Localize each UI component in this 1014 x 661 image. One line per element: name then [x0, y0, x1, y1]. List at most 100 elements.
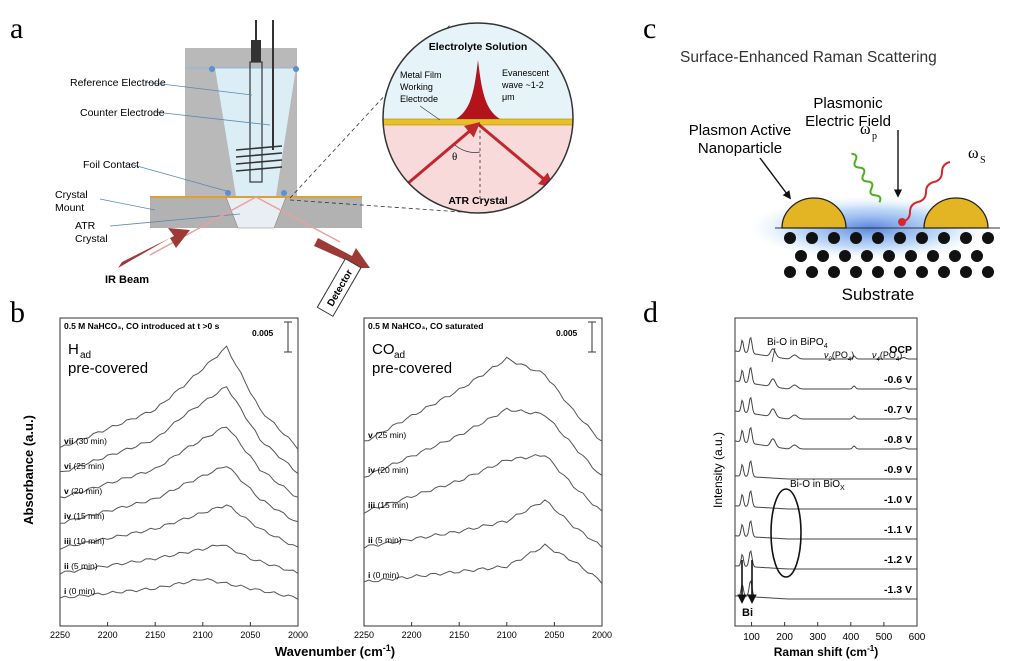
trace-label: vii (30 min) [64, 436, 107, 446]
raman-spectrum [734, 336, 917, 360]
label-reference-electrode: Reference Electrode [70, 77, 166, 89]
trace-label: ii (5 min) [64, 561, 98, 571]
d-xticks: 100 200 300 400 500 600 [743, 622, 926, 643]
x-tick-label: 2250 [50, 630, 70, 640]
spectrum-line [363, 543, 603, 584]
label-omega-p: ω [860, 121, 871, 138]
trace-label: iii (10 min) [64, 536, 105, 546]
label-counter-electrode: Counter Electrode [80, 107, 165, 119]
d-bi-label: Bi [742, 607, 753, 619]
label-mount: Mount [55, 202, 84, 214]
spectrum-line [59, 386, 299, 474]
trace-label: v (20 min) [64, 486, 102, 496]
b-left-header: 0.5 M NaHCO₃, CO introduced at t >0 s [64, 321, 220, 331]
spectrum-line [363, 356, 603, 442]
label-foil-contact: Foil Contact [83, 159, 139, 171]
b-right-scale: 0.005 [556, 328, 578, 338]
label-crystal: Crystal [55, 189, 88, 201]
potential-label: -0.8 V [884, 434, 912, 446]
x-tick-label: 500 [876, 632, 893, 643]
x-tick-label: 2100 [497, 630, 517, 640]
b-ylabel: Absorbance (a.u.) [21, 415, 36, 525]
detector-arrow [314, 238, 370, 268]
spectrum-line [59, 544, 299, 575]
label-plasmon-active: Plasmon Active [689, 122, 792, 139]
b-left-precover: pre-covered [68, 360, 148, 377]
b-left-traces: i (0 min) ii (5 min) iii (10 min) iv (15 mi… [59, 345, 299, 600]
spectrum-line [59, 466, 299, 524]
panel-c-letter: c [643, 12, 656, 45]
spectrum-line [363, 499, 603, 549]
potential-label: -0.7 V [884, 404, 912, 416]
b-right-species: CO [372, 341, 395, 358]
panel-c: c Surface-Enhanced Raman Scattering Plas… [643, 12, 1000, 304]
raman-spectrum [734, 366, 917, 390]
label-atr-crystal: Crystal [75, 233, 108, 245]
raman-spectrum [734, 426, 917, 450]
b-left-species-sub: ad [80, 350, 91, 361]
potential-label: -1.3 V [884, 584, 912, 596]
spectrum-line [59, 578, 299, 600]
d-frame [734, 317, 918, 627]
trace-label: i (0 min) [64, 586, 95, 596]
potential-label: -1.1 V [884, 524, 912, 536]
spectrum-line [363, 407, 603, 478]
trace-label: iv (15 min) [64, 511, 105, 521]
scattered-photon-wave [901, 161, 951, 223]
label-omega-p-sub: p [872, 131, 877, 142]
potential-label: OCP [889, 344, 912, 356]
electrolyte-well [215, 68, 296, 196]
x-tick-label: 600 [909, 632, 926, 643]
spectrum-line [59, 345, 299, 450]
label-electrolyte-solution: Electrolyte Solution [429, 41, 528, 53]
raman-spectrum [734, 550, 917, 570]
x-tick-label: 300 [809, 632, 826, 643]
label-wave: wave ~1-2 [501, 80, 544, 90]
spectrum-line [59, 504, 299, 550]
d-bio-bipo4: Bi-O in BiPO4 [767, 337, 828, 350]
potential-label: -0.6 V [884, 374, 912, 386]
d-potential-labels: OCP -0.6 V -0.7 V -0.8 V -0.9 V -1.0 V -1.1 V -… [884, 344, 912, 596]
panel-b: b Absorbance (a.u.) 0.5 M NaHCO₃, CO int… [10, 296, 612, 659]
incident-photon-wave [851, 152, 882, 203]
x-tick-label: 2050 [240, 630, 260, 640]
raman-spectrum [734, 520, 917, 540]
d-v4-label: ν4(PO4) [872, 350, 902, 363]
trace-label: iv (20 min) [368, 465, 409, 475]
x-tick-label: 100 [743, 632, 760, 643]
panel-d-letter: d [643, 296, 658, 329]
trace-label: i (0 min) [368, 570, 399, 580]
panel-d: d Intensity (a.u.) OCP -0.6 V -0.7 V -0.8 V… [643, 296, 926, 659]
b-right-species-sub: ad [394, 350, 405, 361]
label-micron: μm [502, 92, 515, 102]
x-tick-label: 2150 [449, 630, 469, 640]
d-ylabel: Intensity (a.u.) [711, 432, 725, 508]
substrate-lattice [784, 232, 994, 278]
trace-label: ii (5 min) [368, 535, 402, 545]
panel-b-letter: b [10, 296, 25, 329]
label-electric-field: Electric Field [805, 113, 891, 130]
b-right-traces: i (0 min) ii (5 min) iii (15 min) iv (20 mi… [363, 356, 603, 584]
b-left-species: H [68, 341, 79, 358]
b-right-xticks: 2250 2200 2150 2100 2050 2000 [354, 622, 612, 640]
spectrum-line [363, 454, 603, 514]
raman-spectrum [734, 490, 917, 510]
potential-label: -1.0 V [884, 494, 912, 506]
x-tick-label: 200 [776, 632, 793, 643]
nanoparticle-right [923, 197, 989, 229]
label-ir-beam: IR Beam [105, 274, 149, 286]
b-right-frame [363, 317, 603, 627]
potential-label: -1.2 V [884, 554, 912, 566]
x-tick-label: 2250 [354, 630, 374, 640]
b-right-precover: pre-covered [372, 360, 452, 377]
x-tick-label: 2000 [288, 630, 308, 640]
x-tick-label: 2200 [402, 630, 422, 640]
potential-label: -0.9 V [884, 464, 912, 476]
x-tick-label: 2150 [145, 630, 165, 640]
label-plasmonic: Plasmonic [813, 95, 883, 112]
x-tick-label: 2100 [193, 630, 213, 640]
d-v2-label: ν2(PO4) [824, 350, 854, 363]
x-tick-label: 400 [842, 632, 859, 643]
d-xlabel: Raman shift (cm-1) [774, 644, 878, 659]
raman-spectrum [734, 396, 917, 420]
